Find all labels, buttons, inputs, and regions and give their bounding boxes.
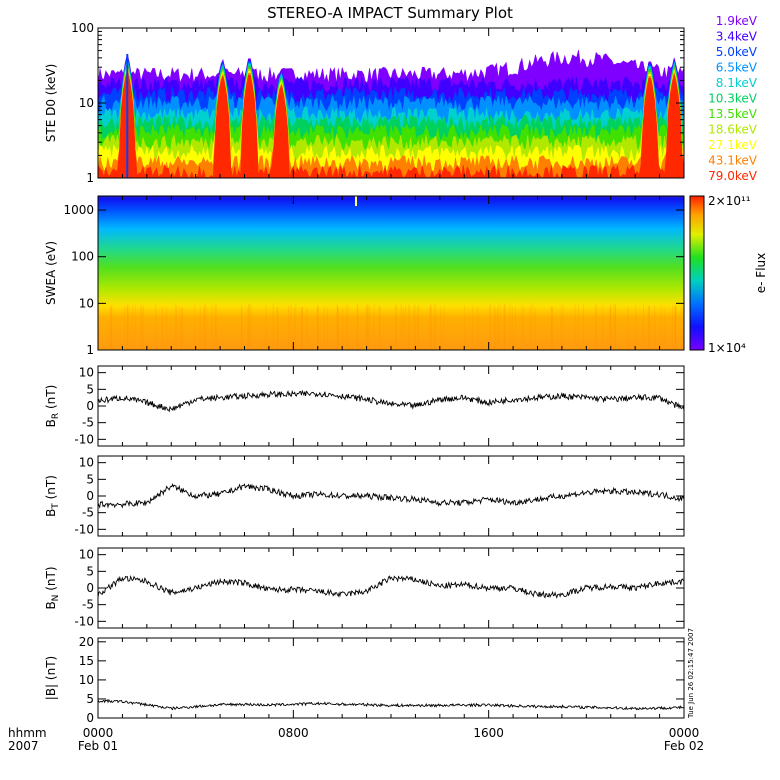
x-tick-label: 0800 (278, 726, 309, 740)
panel-bmag: 20 15 10 5 0 |B| (nT) (44, 635, 685, 725)
bt-tick-label: -10 (74, 522, 94, 536)
swea-tick-label: 10 (79, 296, 94, 310)
bn-y-label: BN (nT) (44, 566, 61, 609)
bt-y-label: BT (nT) (44, 475, 61, 517)
panel-br: 10 5 0 -5 -10 BR (nT) (44, 365, 685, 447)
magnetometer-panels: 10 5 0 -5 -10 BR (nT) 10 5 0 -5 -10 BT (nT) 10 5 0 -5 -1… (44, 365, 685, 725)
bn-tick-label: 5 (86, 564, 94, 578)
bn-tick-label: -10 (74, 614, 94, 628)
bmag-tick-label: 10 (79, 673, 94, 687)
ste-tick-label: 10 (79, 96, 94, 110)
ste-y-ticks: 1 10 100 (71, 21, 685, 185)
bmag-tick-label: 20 (79, 635, 94, 649)
ste-channel-79.0keV (98, 70, 684, 178)
ste-tick-label: 1 (86, 171, 94, 185)
br-tick-label: 5 (86, 382, 94, 396)
panel-bn: 10 5 0 -5 -10 BN (nT) (44, 547, 685, 629)
colorbar-max-label: 2×10¹¹ (708, 194, 751, 208)
ste-legend-entry: 1.9keV (716, 14, 758, 28)
ste-legend-entry: 27.1keV (708, 138, 758, 152)
ste-legend-entry: 43.1keV (708, 154, 758, 168)
panel-bt: 10 5 0 -5 -10 BT (nT) (44, 455, 685, 537)
swea-panel: 1 10 100 1000 SWEA (eV) 2×10¹¹ 1×10⁴ e- Flu… (44, 194, 768, 357)
colorbar-min-label: 1×10⁴ (708, 341, 746, 355)
x-axis-name: hhmm (8, 726, 47, 740)
bn-tick-label: -5 (82, 598, 94, 612)
bt-tick-label: -5 (82, 506, 94, 520)
ste-spectrogram-traces (98, 50, 684, 178)
x-tick-label: 0000 (669, 726, 700, 740)
swea-y-ticks: 1 10 100 1000 (63, 196, 685, 357)
ste-y-label: STE D0 (keV) (44, 64, 58, 143)
colorbar-label: e- Flux (754, 253, 768, 293)
x-axis-year: 2007 (8, 739, 39, 753)
bt-tick-label: 10 (79, 456, 94, 470)
bt-tick-label: 0 (86, 489, 94, 503)
bn-trace (97, 574, 685, 599)
ste-legend-entry: 6.5keV (716, 61, 758, 75)
bt-trace (97, 483, 685, 509)
ste-legend-entry: 5.0keV (716, 45, 758, 59)
swea-tick-label: 1 (86, 343, 94, 357)
swea-tick-label: 1000 (63, 203, 94, 217)
br-y-label: BR (nT) (44, 385, 61, 428)
x-tick-label: 1600 (473, 726, 504, 740)
flux-colorbar (689, 195, 705, 351)
ste-tick-label: 100 (71, 21, 94, 35)
swea-y-label: SWEA (eV) (44, 241, 58, 305)
bt-tick-label: 5 (86, 472, 94, 486)
br-tick-label: 10 (79, 366, 94, 380)
swea-tick-label: 100 (71, 250, 94, 264)
plot-timestamp: Tue Jun 26 02:15:47 2007 (687, 628, 695, 719)
bmag-y-label: |B| (nT) (44, 656, 58, 700)
br-tick-label: 0 (86, 399, 94, 413)
br-tick-label: -5 (82, 416, 94, 430)
ste-legend-entry: 13.5keV (708, 107, 758, 121)
ste-legend-entry: 10.3keV (708, 92, 758, 106)
bmag-trace (97, 698, 685, 711)
ste-legend-entry: 8.1keV (716, 76, 758, 90)
ste-legend-entry: 3.4keV (716, 30, 758, 44)
bn-tick-label: 10 (79, 548, 94, 562)
plot-title: STEREO-A IMPACT Summary Plot (267, 4, 513, 22)
br-trace (97, 389, 685, 413)
x-tick-label: 0000 (83, 726, 114, 740)
bmag-tick-label: 5 (86, 692, 94, 706)
bn-tick-label: 0 (86, 581, 94, 595)
ste-legend-entry: 18.6keV (708, 123, 758, 137)
x-tick-date: Feb 01 (78, 739, 118, 753)
br-tick-label: -10 (74, 432, 94, 446)
bmag-tick-label: 15 (79, 654, 94, 668)
ste-legend-entry: 79.0keV (708, 169, 758, 183)
br-axes-frame (97, 365, 685, 447)
bmag-tick-label: 0 (86, 711, 94, 725)
x-tick-date: Feb 02 (664, 739, 704, 753)
swea-heatmap (98, 196, 684, 350)
